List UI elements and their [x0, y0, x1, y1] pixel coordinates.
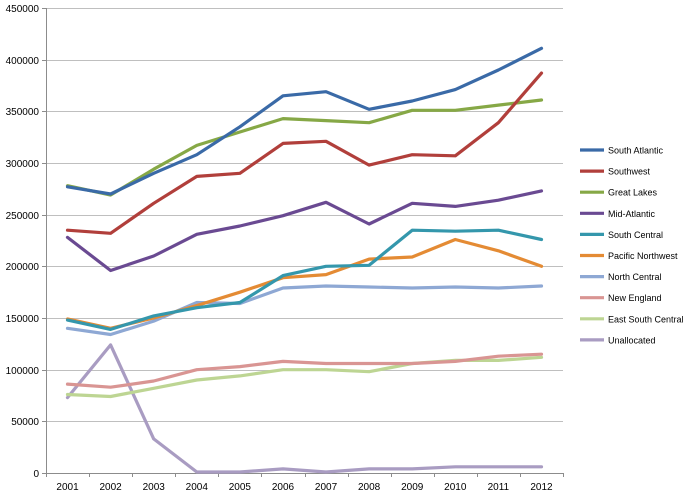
series-line-unallocated: [65, 343, 544, 474]
series-lines: [65, 46, 544, 474]
x-axis: 2001 2002 2003 2004 2005 2006 2007 2008 2009 2010…: [46, 473, 564, 493]
gridlines: [46, 8, 563, 474]
legend-label: Unallocated: [608, 335, 656, 345]
y-tick-label: 350000: [6, 107, 40, 118]
x-tick-label: 2007: [315, 482, 338, 493]
series-line-mid-atlantic: [65, 189, 544, 273]
x-tick-label: 2012: [530, 482, 553, 493]
x-tick-label: 2005: [229, 482, 252, 493]
y-tick-label: 300000: [6, 159, 40, 170]
x-tick-label: 2002: [100, 482, 123, 493]
series-line-south-atlantic: [65, 46, 544, 196]
y-tick-label: 200000: [6, 262, 40, 273]
legend-label: Pacific Northwest: [608, 251, 678, 261]
series-line-south-central: [65, 228, 544, 331]
legend-label: Mid-Atlantic: [608, 209, 656, 219]
x-tick-label: 2001: [56, 482, 79, 493]
series-line-new-england: [65, 352, 544, 389]
legend-label: South Atlantic: [608, 146, 664, 156]
x-tick-label: 2003: [143, 482, 166, 493]
y-tick-label: 250000: [6, 211, 40, 222]
series-line-pacific-northwest: [65, 237, 544, 330]
series-line-north-central: [65, 284, 544, 337]
legend-label: East South Central: [608, 314, 684, 324]
y-tick-label: 150000: [6, 314, 40, 325]
y-tick-label: 100000: [6, 366, 40, 377]
x-tick-label: 2010: [444, 482, 467, 493]
x-tick-label: 2008: [358, 482, 381, 493]
legend-label: New England: [608, 293, 662, 303]
y-axis: 0 50000 100000 150000 200000 250000 300000 3500…: [6, 4, 47, 480]
y-tick-label: 0: [33, 469, 39, 480]
x-tick-label: 2006: [272, 482, 295, 493]
legend-label: North Central: [608, 272, 662, 282]
legend-label: Southwest: [608, 167, 651, 177]
y-tick-label: 450000: [6, 4, 40, 15]
series-line-southwest: [65, 71, 544, 235]
x-tick-label: 2009: [401, 482, 424, 493]
x-tick-label: 2011: [488, 482, 510, 493]
legend: South Atlantic Southwest Great Lakes Mid-At…: [580, 146, 684, 345]
y-tick-label: 50000: [11, 417, 39, 428]
legend-label: South Central: [608, 230, 663, 240]
legend-label: Great Lakes: [608, 188, 658, 198]
x-tick-label: 2004: [186, 482, 209, 493]
series-line-great-lakes: [65, 98, 544, 197]
y-tick-label: 400000: [6, 56, 40, 67]
